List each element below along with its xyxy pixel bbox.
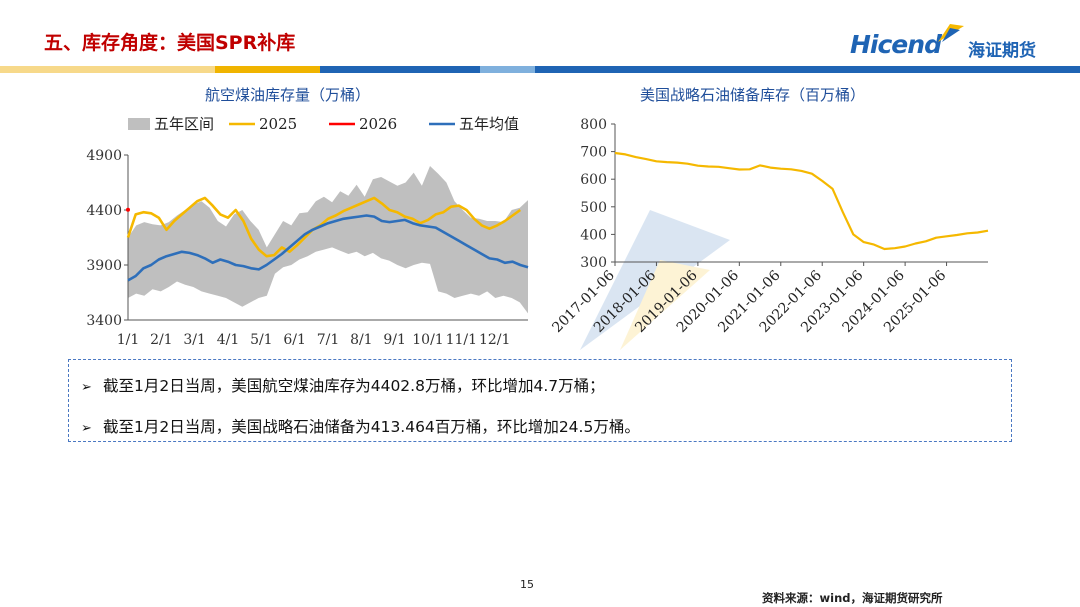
note-item: ➢ 截至1月2日当周，美国战略石油储备为413.464百万桶，环比增加24.5万桶… xyxy=(81,415,640,437)
x-tick-label: 11/1 xyxy=(446,332,477,348)
x-tick-label: 12/1 xyxy=(479,332,510,348)
note-item: ➢ 截至1月2日当周，美国航空煤油库存为4402.8万桶，环比增加4.7万桶； xyxy=(81,374,605,396)
spr-series-line xyxy=(614,151,989,251)
y-tick-label: 600 xyxy=(580,172,607,188)
series-line-五年均值 xyxy=(127,214,529,282)
logo-brand-text: Hicend xyxy=(850,30,942,59)
y-tick-label: 4400 xyxy=(86,203,122,219)
legend-swatch xyxy=(128,118,150,130)
page-number: 15 xyxy=(520,578,534,591)
arrow-bullet-icon: ➢ xyxy=(81,421,92,436)
legend-item: 五年区间 xyxy=(128,115,214,133)
header-color-bar xyxy=(0,66,1080,73)
slide-title: 五、库存角度：美国SPR补库 xyxy=(44,32,296,54)
x-tick-label: 3/1 xyxy=(183,332,206,348)
y-tick-label: 400 xyxy=(580,227,607,243)
y-tick-label: 800 xyxy=(580,117,607,133)
spr-inventory-chart: 3004005006007008002017-01-062018-01-0620… xyxy=(549,117,989,336)
data-source: 资料来源：wind，海证期货研究所 xyxy=(762,591,943,605)
x-tick-label: 7/1 xyxy=(317,332,340,348)
legend-label: 五年区间 xyxy=(154,115,214,133)
note-text: 截至1月2日当周，美国战略石油储备为413.464百万桶，环比增加24.5万桶。 xyxy=(103,418,640,436)
y-tick-label: 300 xyxy=(580,255,607,271)
legend-label: 2025 xyxy=(259,115,297,133)
x-tick-label: 8/1 xyxy=(350,332,373,348)
x-tick-label: 2/1 xyxy=(150,332,173,348)
legend-label: 2026 xyxy=(359,115,397,133)
x-tick-label: 9/1 xyxy=(383,332,406,348)
company-logo: Hicend 海证期货 xyxy=(850,24,1060,64)
x-tick-label: 5/1 xyxy=(250,332,273,348)
y-tick-label: 3400 xyxy=(86,313,122,329)
jet-fuel-chart-title: 航空煤油库存量（万桶） xyxy=(205,86,371,104)
jet-fuel-inventory-chart: 3400 3900 4400 4900 1/1 2/1 3/1 4/1 5/1 6/1 7/1 8/1… xyxy=(86,115,529,348)
x-tick-label: 4/1 xyxy=(217,332,240,348)
legend-item: 五年均值 xyxy=(429,115,519,133)
y-tick-label: 4900 xyxy=(86,148,122,164)
legend-label: 五年均值 xyxy=(459,115,519,133)
note-text: 截至1月2日当周，美国航空煤油库存为4402.8万桶，环比增加4.7万桶； xyxy=(103,377,605,395)
flag-icon xyxy=(938,24,964,42)
x-tick-label: 10/1 xyxy=(412,332,443,348)
legend-item: 2025 xyxy=(229,115,297,133)
legend-item: 2026 xyxy=(329,115,397,133)
logo-brand-cn: 海证期货 xyxy=(968,41,1036,61)
spr-chart-title: 美国战略石油储备库存（百万桶） xyxy=(640,86,866,104)
x-tick-label: 1/1 xyxy=(117,332,140,348)
y-tick-label: 500 xyxy=(580,200,607,216)
five-year-range-band xyxy=(128,166,528,314)
y-tick-label: 700 xyxy=(580,145,607,161)
series-point-2026 xyxy=(126,207,130,212)
arrow-bullet-icon: ➢ xyxy=(81,380,92,395)
y-tick-label: 3900 xyxy=(86,258,122,274)
notes-box: ➢ 截至1月2日当周，美国航空煤油库存为4402.8万桶，环比增加4.7万桶； ➢… xyxy=(68,359,1012,442)
x-tick-label: 6/1 xyxy=(283,332,306,348)
series-line-2025 xyxy=(126,196,522,258)
